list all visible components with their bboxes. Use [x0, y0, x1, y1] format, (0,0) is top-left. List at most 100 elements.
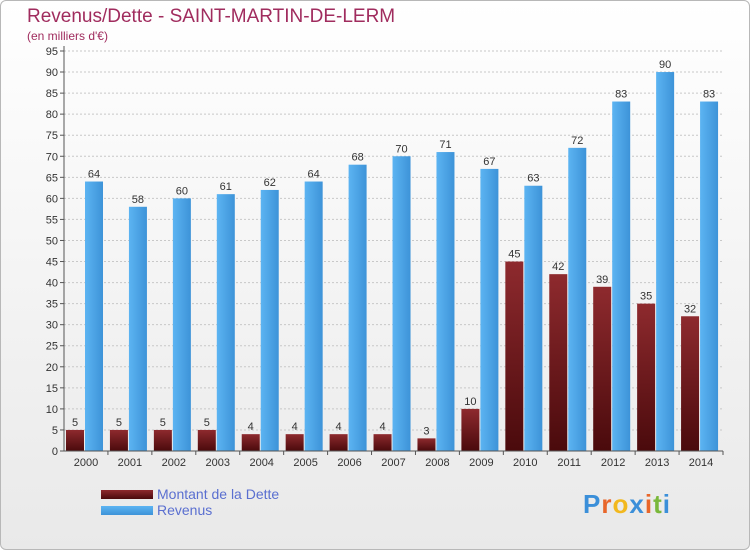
bar-revenue-2000 [85, 181, 103, 452]
legend-swatch-debt [101, 490, 153, 499]
y-tick-label: 20 [46, 362, 58, 374]
chart-title: Revenus/Dette - SAINT-MARTIN-DE-LERM [27, 6, 396, 27]
bar-debt-2004 [241, 434, 260, 451]
bar-debt-2003 [197, 429, 216, 451]
label-revenue-2007: 70 [395, 143, 407, 155]
logo-letter: t [653, 489, 663, 519]
legend-swatch-revenue [101, 506, 153, 515]
x-tick-label-2004: 2004 [249, 457, 273, 469]
x-tick-label-2010: 2010 [513, 457, 537, 469]
logo-letter: x [629, 489, 645, 519]
label-debt-2010: 45 [508, 249, 520, 261]
y-tick-label: 85 [46, 88, 58, 100]
y-tick-label: 25 [46, 341, 58, 353]
x-tick-label-2000: 2000 [74, 457, 98, 469]
x-tick-label-2013: 2013 [645, 457, 669, 469]
bar-revenue-2002 [172, 198, 191, 451]
label-debt-2012: 39 [596, 274, 608, 286]
logo-letter: i [662, 489, 671, 519]
y-tick-label: 65 [46, 172, 58, 184]
bar-debt-2005 [285, 434, 304, 451]
label-debt-2008: 3 [423, 425, 429, 437]
axes: 0510152025303540455055606570758085909520… [46, 46, 724, 469]
bar-revenue-2014 [700, 101, 719, 452]
bar-revenue-2001 [128, 206, 147, 451]
x-tick-label-2003: 2003 [206, 457, 230, 469]
bar-revenue-2013 [656, 72, 675, 451]
bar-debt-2013 [637, 303, 656, 451]
label-revenue-2006: 68 [351, 152, 363, 164]
legend-label-revenue: Revenus [157, 502, 213, 518]
y-tick-label: 0 [52, 446, 58, 458]
bar-revenue-2011 [568, 147, 587, 451]
x-tick-label-2005: 2005 [293, 457, 317, 469]
bar-debt-2006 [329, 434, 348, 451]
logo-letter: i [644, 489, 654, 519]
bar-revenue-2010 [524, 185, 543, 451]
data-labels: 5 64 5 58 5 60 5 61 4 62 4 64 4 68 4 70 3 71 10 67 45 63 42 72 3… [72, 59, 715, 437]
bar-debt-2001 [109, 429, 128, 451]
x-tick-label-2009: 2009 [469, 457, 493, 469]
y-tick-label: 10 [46, 404, 58, 416]
label-debt-2014: 32 [684, 303, 696, 315]
label-debt-2011: 42 [552, 261, 564, 273]
y-tick-label: 15 [46, 383, 58, 395]
y-tick-label: 95 [46, 46, 58, 58]
bar-debt-2014 [681, 316, 700, 451]
bar-revenue-2003 [216, 194, 235, 451]
y-tick-label: 5 [52, 425, 58, 437]
y-tick-label: 70 [46, 151, 58, 163]
y-tick-label: 80 [46, 109, 58, 121]
legend-label-debt: Montant de la Dette [157, 486, 280, 502]
x-tick-label-2001: 2001 [118, 457, 142, 469]
label-debt-2007: 4 [379, 421, 385, 433]
label-revenue-2011: 72 [571, 135, 583, 147]
bar-debt-2000 [66, 429, 84, 451]
label-debt-2003: 5 [204, 417, 210, 429]
proxiti-logo: Proxiti [583, 489, 671, 520]
label-revenue-2012: 83 [615, 89, 627, 101]
chart-subtitle: (en milliers d'€) [27, 29, 108, 43]
bar-revenue-2009 [480, 168, 499, 452]
bar-debt-2010 [505, 261, 524, 451]
y-tick-label: 45 [46, 257, 58, 269]
y-tick-label: 30 [46, 320, 58, 332]
y-tick-label: 55 [46, 214, 58, 226]
x-tick-label-2008: 2008 [425, 457, 449, 469]
label-debt-2000: 5 [72, 417, 78, 429]
label-debt-2006: 4 [336, 421, 342, 433]
bar-debt-2002 [153, 429, 172, 451]
y-tick-label: 50 [46, 235, 58, 247]
x-tick-label-2011: 2011 [557, 457, 581, 469]
y-tick-label: 90 [46, 67, 58, 79]
label-debt-2005: 4 [292, 421, 298, 433]
bar-debt-2011 [549, 274, 568, 451]
logo-letter: r [601, 489, 613, 519]
label-revenue-2013: 90 [659, 59, 671, 71]
y-tick-label: 75 [46, 130, 58, 142]
label-revenue-2000: 64 [88, 169, 100, 181]
bar-debt-2012 [593, 286, 612, 451]
y-tick-label: 35 [46, 299, 58, 311]
label-revenue-2005: 64 [308, 169, 320, 181]
bar-debt-2008 [417, 438, 436, 451]
label-debt-2004: 4 [248, 421, 254, 433]
x-tick-label-2006: 2006 [337, 457, 361, 469]
bar-revenue-2006 [348, 164, 367, 451]
bars [66, 72, 719, 452]
label-revenue-2009: 67 [483, 156, 495, 168]
label-revenue-2014: 83 [703, 89, 715, 101]
bar-revenue-2005 [304, 181, 323, 452]
label-revenue-2008: 71 [439, 139, 451, 151]
bar-debt-2007 [373, 434, 392, 451]
logo-letter: o [612, 489, 630, 519]
y-tick-label: 40 [46, 278, 58, 290]
label-debt-2013: 35 [640, 291, 652, 303]
logo-letter: P [583, 489, 602, 519]
x-tick-label-2002: 2002 [162, 457, 186, 469]
label-debt-2009: 10 [464, 396, 476, 408]
bar-revenue-2012 [612, 101, 631, 452]
bar-revenue-2008 [436, 152, 455, 452]
